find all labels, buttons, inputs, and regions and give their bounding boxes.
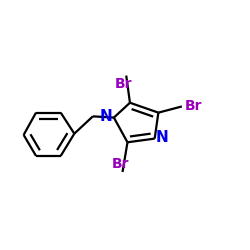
Text: Br: Br xyxy=(115,77,132,91)
Text: Br: Br xyxy=(184,100,202,114)
Text: N: N xyxy=(156,130,169,145)
Text: Br: Br xyxy=(111,157,129,171)
Text: N: N xyxy=(100,109,113,124)
